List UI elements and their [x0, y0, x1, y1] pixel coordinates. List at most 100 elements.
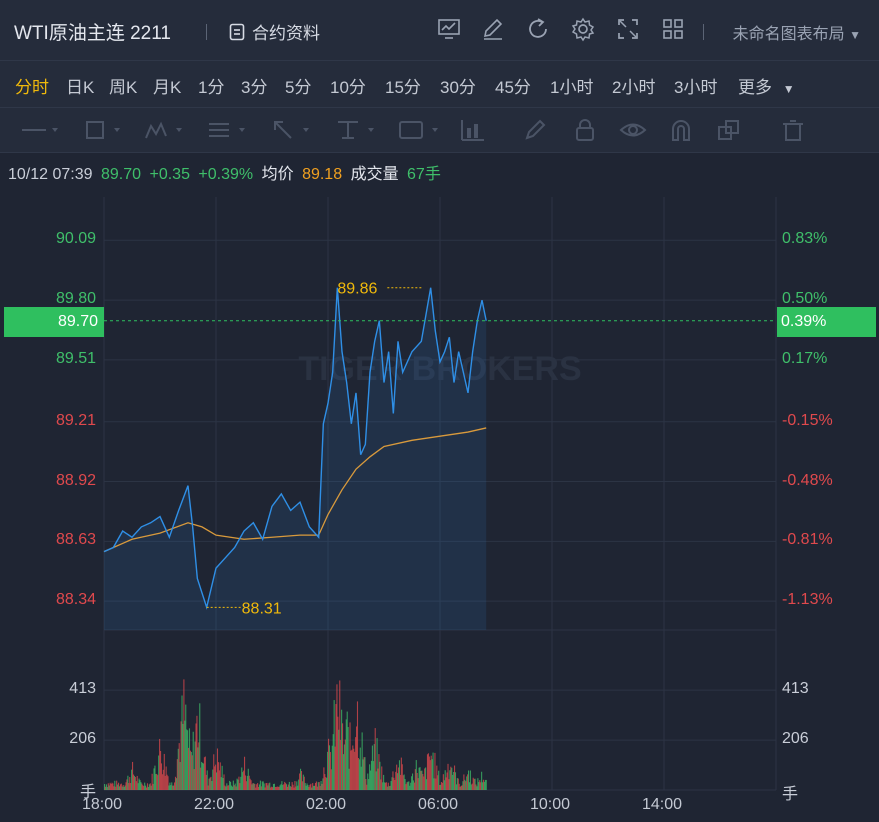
- period-tab[interactable]: 45分: [495, 78, 531, 97]
- period-tab[interactable]: 月K: [153, 78, 182, 97]
- volume-bar: [311, 787, 313, 790]
- volume-bar: [462, 781, 464, 790]
- lock-icon[interactable]: [572, 118, 598, 142]
- volume-bar: [170, 785, 172, 790]
- y-axis-pct-label: -0.48%: [782, 471, 833, 489]
- volume-bar: [477, 778, 479, 790]
- volume-bar: [132, 761, 134, 790]
- volume-bar: [482, 779, 485, 790]
- volume-bar: [271, 786, 273, 790]
- period-tab[interactable]: 1分: [198, 78, 225, 97]
- contract-info-button[interactable]: 合约资料: [228, 19, 320, 44]
- volume-bar: [349, 722, 351, 790]
- volume-bar: [397, 773, 399, 790]
- volume-bar: [226, 783, 228, 790]
- volume-bar: [328, 738, 330, 790]
- volume-bar: [424, 768, 426, 790]
- period-tab[interactable]: 3分: [241, 78, 268, 97]
- volume-bar: [480, 782, 482, 790]
- instrument-title[interactable]: WTI原油主连 2211: [14, 23, 171, 44]
- volume-bar: [310, 783, 312, 790]
- volume-bar: [291, 782, 293, 790]
- volume-bar: [247, 768, 249, 790]
- volume-bar: [484, 779, 486, 790]
- period-tab[interactable]: 1小时: [550, 78, 594, 97]
- volume-bar: [329, 752, 331, 790]
- volume-bar: [236, 778, 238, 790]
- volume-bar: [442, 774, 444, 790]
- volume-bar: [327, 751, 329, 790]
- refresh-icon[interactable]: [525, 16, 551, 42]
- volume-bar: [150, 785, 152, 790]
- period-tab[interactable]: 2小时: [612, 78, 656, 97]
- arrow-tool-icon[interactable]: [271, 118, 315, 142]
- volume-bar: [345, 719, 347, 790]
- volume-bar: [175, 778, 177, 790]
- volume-bar: [454, 772, 457, 790]
- current-price-tag: 89.70: [4, 307, 104, 337]
- volume-bar: [388, 786, 390, 790]
- volume-bar: [414, 769, 416, 790]
- grid-layout-icon[interactable]: [660, 16, 686, 42]
- volume-bar: [201, 761, 203, 790]
- settings-icon[interactable]: [570, 16, 596, 42]
- text-tool-icon[interactable]: [398, 118, 444, 142]
- brush-icon[interactable]: [523, 118, 549, 142]
- volume-bar: [305, 785, 307, 790]
- period-tab[interactable]: 日K: [66, 78, 95, 97]
- volume-bar: [336, 684, 338, 790]
- volume-bar: [267, 785, 269, 790]
- rectangle-tool-icon[interactable]: [84, 118, 126, 142]
- volume-bar: [131, 769, 133, 790]
- volume-bar: [405, 784, 407, 790]
- volume-bar: [108, 785, 110, 790]
- volume-bar: [340, 739, 342, 790]
- volume-bar: [297, 785, 299, 790]
- fullscreen-icon[interactable]: [615, 16, 641, 42]
- volume-bar: [295, 786, 297, 790]
- eye-icon[interactable]: [619, 118, 647, 142]
- period-tab[interactable]: 周K: [109, 78, 138, 97]
- trash-icon[interactable]: [780, 118, 806, 142]
- volume-bar: [154, 765, 156, 790]
- volume-bar: [318, 782, 320, 790]
- volume-bar: [353, 748, 355, 790]
- current-pct-tag: 0.39%: [777, 307, 876, 337]
- period-tab[interactable]: 5分: [285, 78, 312, 97]
- volume-bar: [322, 778, 324, 790]
- volume-bar: [370, 770, 372, 790]
- magnet-icon[interactable]: [668, 118, 694, 142]
- volume-bar: [383, 774, 385, 790]
- volume-bar: [290, 786, 292, 790]
- volume-bar: [115, 786, 117, 790]
- chart-line-icon[interactable]: [436, 16, 462, 42]
- volume-bar: [146, 783, 149, 790]
- volume-bar: [263, 783, 265, 790]
- volume-bar: [411, 776, 413, 790]
- volume-bar: [233, 785, 235, 790]
- price-area: [104, 287, 487, 630]
- edit-icon[interactable]: [480, 16, 506, 42]
- copy-icon[interactable]: [716, 118, 742, 142]
- pattern-tool-icon[interactable]: [144, 118, 188, 142]
- line-style-icon[interactable]: [20, 118, 62, 142]
- more-periods-button[interactable]: 更多 ▼: [738, 73, 795, 98]
- indicator-tool-icon[interactable]: [458, 118, 488, 142]
- period-tab[interactable]: 30分: [440, 78, 476, 97]
- volume-bar: [273, 783, 275, 790]
- layout-selector[interactable]: 未命名图表布局 ▼: [733, 20, 861, 44]
- volume-bar: [431, 759, 433, 790]
- period-tab[interactable]: 3小时: [674, 78, 718, 97]
- period-tab[interactable]: 15分: [385, 78, 421, 97]
- volume-bar: [412, 773, 414, 790]
- period-tab[interactable]: 分时: [15, 78, 49, 97]
- volume-bar: [399, 774, 401, 790]
- caret-down-icon: ▼: [849, 28, 861, 42]
- fibonacci-tool-icon[interactable]: [207, 118, 251, 142]
- volume-bar: [185, 704, 187, 790]
- intraday-chart[interactable]: TIGER BROKERS 89.86 88.31: [0, 190, 879, 822]
- measure-tool-icon[interactable]: [336, 118, 380, 142]
- volume-bar: [229, 780, 231, 790]
- period-tab[interactable]: 10分: [330, 78, 366, 97]
- volume-bar: [239, 783, 241, 790]
